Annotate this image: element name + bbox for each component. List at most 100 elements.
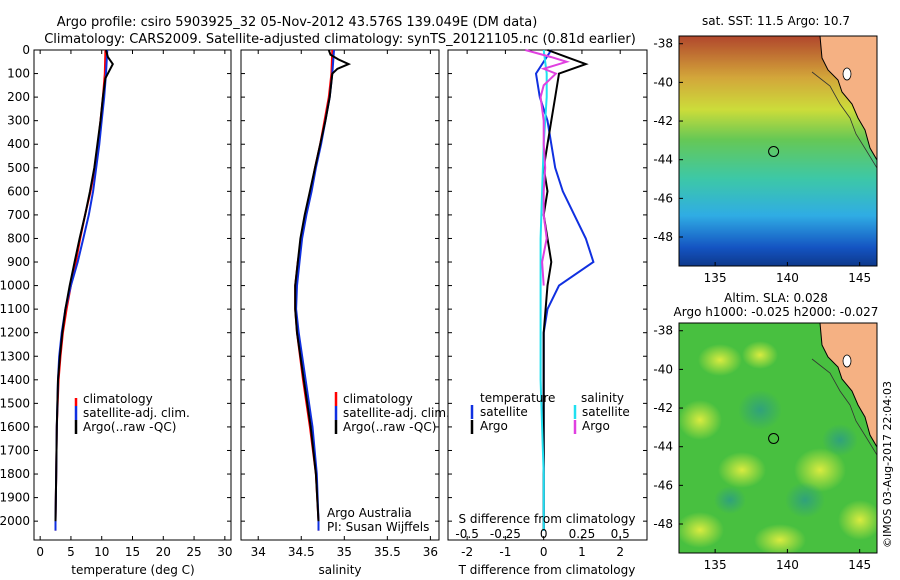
xtick-label: 0 bbox=[36, 545, 44, 559]
s-tick-label: 0.5 bbox=[611, 527, 630, 541]
sal-legend-climatology: climatology bbox=[343, 392, 413, 406]
map-ytick-label: -46 bbox=[653, 191, 673, 205]
map-ytick-label: -48 bbox=[653, 517, 673, 531]
difference-ticks: -2 -1 0 1 2 bbox=[448, 49, 647, 559]
ytick-label: 2000 bbox=[0, 514, 30, 528]
map-xtick-label: 145 bbox=[848, 271, 871, 285]
xtick-label: 5 bbox=[67, 545, 75, 559]
difference-lines bbox=[525, 49, 595, 531]
ytick-label: 1200 bbox=[0, 326, 30, 340]
sst-map-frame bbox=[678, 35, 878, 267]
map-ytick-label: -48 bbox=[653, 230, 673, 244]
salinity-legend: climatology satellite-adj. clim. Argo(..… bbox=[334, 392, 450, 434]
salinity-xlabel: salinity bbox=[318, 563, 361, 577]
sal-legend-argo: Argo(..raw -QC) bbox=[343, 420, 436, 434]
s-tick-label: -0.5 bbox=[455, 527, 478, 541]
sst-map-title: sat. SST: 11.5 Argo: 10.7 bbox=[702, 14, 850, 28]
ytick-label: 300 bbox=[7, 114, 30, 128]
ytick-label: 1900 bbox=[0, 491, 30, 505]
map-xtick-label: 140 bbox=[776, 271, 799, 285]
xtick-label: -2 bbox=[461, 545, 473, 559]
legend-temperature-title: temperature bbox=[480, 391, 555, 405]
map-ytick-label: -44 bbox=[653, 440, 673, 454]
map-ytick-label: -38 bbox=[653, 324, 673, 338]
map-ytick-label: -38 bbox=[653, 37, 673, 51]
map-xtick-label: 145 bbox=[848, 558, 871, 572]
salinity-lines bbox=[294, 49, 352, 531]
series-line bbox=[54, 49, 114, 522]
ytick-label: 1300 bbox=[0, 349, 30, 363]
sst-land bbox=[819, 36, 877, 161]
xtick-label: 20 bbox=[156, 545, 171, 559]
ytick-label: 1500 bbox=[0, 396, 30, 410]
s-tick-label: -0.25 bbox=[490, 527, 521, 541]
temperature-ticks: 0100200300400500600700800900100011001200… bbox=[0, 43, 232, 559]
map-ytick-label: -42 bbox=[653, 114, 673, 128]
difference-legend: temperature salinity satellite Argo sate… bbox=[470, 391, 630, 434]
temperature-lines bbox=[54, 49, 114, 531]
credit-text: ©IMOS 03-Aug-2017 22:04:03 bbox=[881, 381, 894, 548]
legend-t-satellite: satellite bbox=[480, 405, 528, 419]
ytick-label: 400 bbox=[7, 137, 30, 151]
legend-s-satellite: satellite bbox=[582, 405, 630, 419]
sla-map-ticks: 135 140 145 -38 -40 -42 -44 -46 -48 bbox=[653, 324, 871, 572]
sal-legend-satellite: satellite-adj. clim. bbox=[343, 406, 450, 420]
xtick-label: 10 bbox=[94, 545, 109, 559]
xtick-label: 1 bbox=[578, 545, 586, 559]
sla-map-title-1: Altim. SLA: 0.028 bbox=[724, 291, 828, 305]
sst-map-ticks: 135 140 145 -38 -40 -42 -44 -46 -48 bbox=[653, 37, 871, 285]
map-ytick-label: -40 bbox=[653, 362, 673, 376]
sla-land bbox=[819, 323, 877, 448]
xtick-label: 0 bbox=[540, 545, 548, 559]
xtick-label: 15 bbox=[125, 545, 140, 559]
sla-float-marker bbox=[768, 433, 780, 444]
sst-map-panel: sat. SST: 11.5 Argo: 10.7 135 140 145 -38 -4… bbox=[653, 14, 878, 285]
ytick-label: 1100 bbox=[0, 302, 30, 316]
argo-australia-note: Argo Australia bbox=[327, 506, 412, 520]
s-difference-label: S difference from climatology bbox=[459, 512, 636, 526]
xtick-label: 25 bbox=[186, 545, 201, 559]
difference-panel: -2 -1 0 1 2 T difference from climatology S … bbox=[447, 49, 648, 577]
salinity-panel: 34 34.5 35 35.5 36 salinity climatology sate… bbox=[240, 49, 450, 577]
temperature-axes-box bbox=[33, 49, 232, 541]
salinity-ticks: 34 34.5 35 35.5 36 bbox=[241, 49, 439, 559]
temperature-panel: 0100200300400500600700800900100011001200… bbox=[0, 43, 232, 577]
map-xtick-label: 135 bbox=[704, 558, 727, 572]
s-difference-ticks: -0.5 -0.25 0 0.25 0.5 bbox=[455, 527, 629, 541]
legend-salinity-title: salinity bbox=[581, 391, 624, 405]
legend-s-argo: Argo bbox=[582, 419, 610, 433]
ytick-label: 1700 bbox=[0, 443, 30, 457]
map-ytick-label: -46 bbox=[653, 478, 673, 492]
xtick-label: 36 bbox=[423, 545, 438, 559]
salinity-axes-box bbox=[240, 49, 440, 541]
title-line-1: Argo profile: csiro 5903925_32 05-Nov-20… bbox=[57, 15, 538, 30]
xtick-label: 34.5 bbox=[288, 545, 315, 559]
sla-map-panel: Altim. SLA: 0.028 Argo h1000: -0.025 h20… bbox=[653, 291, 879, 572]
s-tick-label: 0.25 bbox=[569, 527, 596, 541]
ytick-label: 0 bbox=[22, 43, 30, 57]
series-line bbox=[294, 49, 352, 522]
legend-argo: Argo(..raw -QC) bbox=[83, 420, 176, 434]
sst-float-marker bbox=[768, 146, 780, 157]
ytick-label: 700 bbox=[7, 208, 30, 222]
legend-satellite: satellite-adj. clim. bbox=[83, 406, 190, 420]
xtick-label: 35 bbox=[337, 545, 352, 559]
xtick-label: 35.5 bbox=[374, 545, 401, 559]
map-ytick-label: -42 bbox=[653, 401, 673, 415]
map-ytick-label: -40 bbox=[653, 75, 673, 89]
pi-note: PI: Susan Wijffels bbox=[327, 520, 429, 534]
ytick-label: 900 bbox=[7, 255, 30, 269]
ytick-label: 1800 bbox=[0, 467, 30, 481]
sla-map-title-2: Argo h1000: -0.025 h2000: -0.027 bbox=[674, 305, 879, 319]
ytick-label: 100 bbox=[7, 67, 30, 81]
series-line bbox=[525, 49, 571, 286]
ytick-label: 500 bbox=[7, 161, 30, 175]
ytick-label: 1600 bbox=[0, 420, 30, 434]
ytick-label: 600 bbox=[7, 184, 30, 198]
ytick-label: 1400 bbox=[0, 373, 30, 387]
title-line-2: Climatology: CARS2009. Satellite-adjuste… bbox=[44, 32, 636, 47]
ytick-label: 800 bbox=[7, 231, 30, 245]
sla-island bbox=[842, 354, 852, 368]
difference-xlabel: T difference from climatology bbox=[458, 563, 636, 577]
